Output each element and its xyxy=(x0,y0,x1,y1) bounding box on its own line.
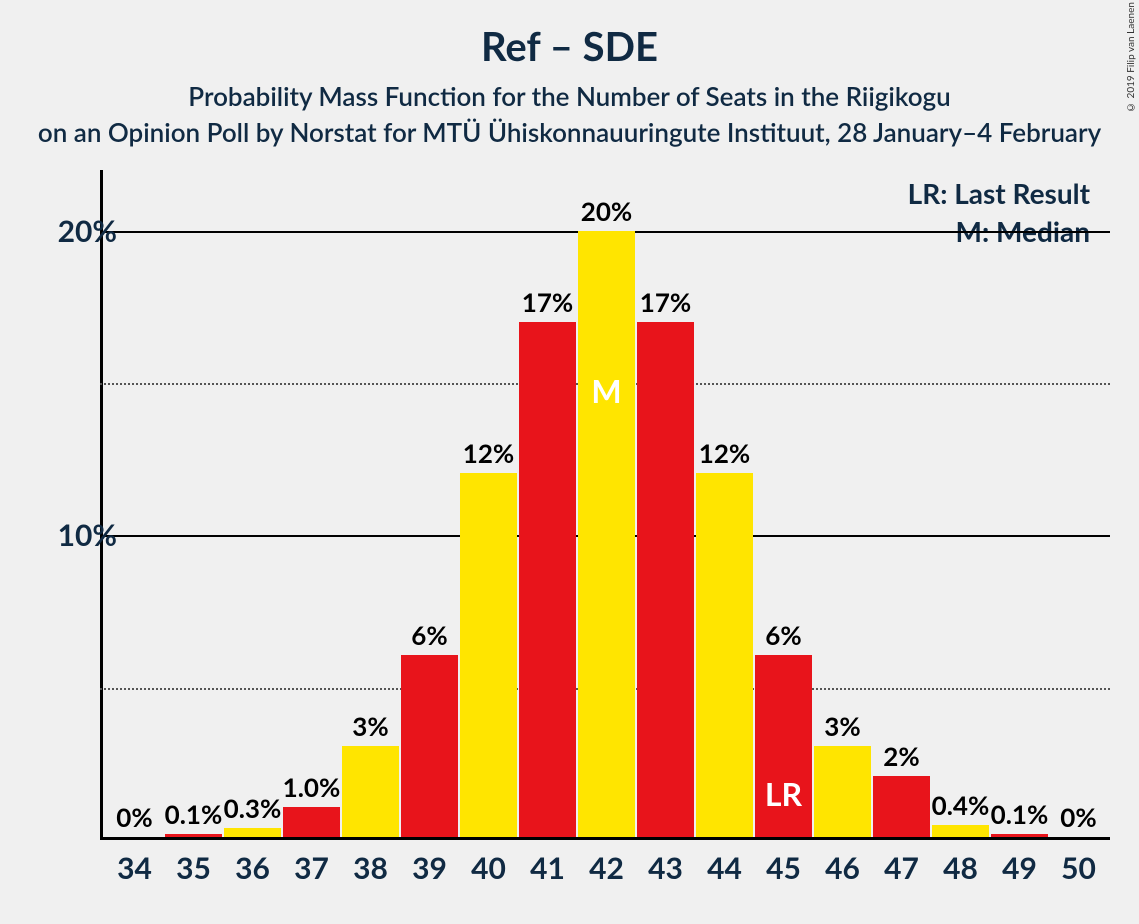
bar: 6% xyxy=(401,655,458,837)
y-tick-label: 10% xyxy=(58,517,117,553)
bar-value-label: 20% xyxy=(581,195,632,231)
bar-value-label: 17% xyxy=(522,286,573,322)
bar: 3% xyxy=(814,746,871,837)
bar: 0.4% xyxy=(932,825,989,837)
x-tick-label: 47 xyxy=(884,850,919,886)
x-tick-label: 41 xyxy=(530,850,565,886)
bar-value-label: 0% xyxy=(116,801,152,837)
bar: 12% xyxy=(460,473,517,837)
bar-marker-label: M xyxy=(591,371,621,410)
x-axis xyxy=(100,837,1110,840)
chart-title: Ref – SDE xyxy=(0,0,1139,70)
x-tick-label: 50 xyxy=(1061,850,1096,886)
bar-value-label: 0.1% xyxy=(991,798,1049,834)
bar: 1.0% xyxy=(283,807,340,837)
x-tick-label: 48 xyxy=(943,850,978,886)
bar-value-label: 0.3% xyxy=(224,792,282,828)
bar-value-label: 3% xyxy=(352,710,388,746)
legend-lr: LR: Last Result xyxy=(908,176,1090,210)
x-tick-label: 44 xyxy=(707,850,742,886)
x-tick-label: 46 xyxy=(825,850,860,886)
bar-value-label: 0% xyxy=(1060,801,1096,837)
bar-value-label: 3% xyxy=(824,710,860,746)
bar-marker-label: LR xyxy=(765,774,802,813)
bar-value-label: 6% xyxy=(765,619,801,655)
bar: 3% xyxy=(342,746,399,837)
x-tick-label: 38 xyxy=(353,850,388,886)
bar: 6%LR xyxy=(755,655,812,837)
bar-value-label: 12% xyxy=(699,437,750,473)
x-tick-label: 49 xyxy=(1002,850,1037,886)
x-tick-label: 35 xyxy=(176,850,211,886)
chart-subtitle-1: Probability Mass Function for the Number… xyxy=(0,70,1139,112)
chart-subtitle-2: on an Opinion Poll by Norstat for MTÜ Üh… xyxy=(0,112,1139,148)
bar-value-label: 1.0% xyxy=(283,771,341,807)
bar-value-label: 6% xyxy=(411,619,447,655)
bar-value-label: 2% xyxy=(883,740,919,776)
y-axis xyxy=(100,170,103,840)
x-tick-label: 39 xyxy=(412,850,447,886)
y-tick-label: 20% xyxy=(58,213,117,249)
x-tick-label: 36 xyxy=(235,850,270,886)
x-tick-label: 37 xyxy=(294,850,329,886)
x-tick-label: 45 xyxy=(766,850,801,886)
bar: 0.3% xyxy=(224,828,281,837)
x-tick-label: 42 xyxy=(589,850,624,886)
bar: 17% xyxy=(637,322,694,837)
bar: 0.1% xyxy=(991,834,1048,837)
bar-value-label: 17% xyxy=(640,286,691,322)
bar: 12% xyxy=(696,473,753,837)
bar: 2% xyxy=(873,776,930,837)
bar: 20%M xyxy=(578,231,635,837)
bar-value-label: 12% xyxy=(463,437,514,473)
x-tick-label: 34 xyxy=(117,850,152,886)
copyright: © 2019 Filip van Laenen xyxy=(1125,2,1137,113)
chart-plot-area: LR: Last Result M: Median 0%0.1%0.3%1.0%… xyxy=(100,170,1110,840)
x-tick-label: 40 xyxy=(471,850,506,886)
bar: 17% xyxy=(519,322,576,837)
bar-value-label: 0.4% xyxy=(932,789,990,825)
bar: 0.1% xyxy=(165,834,222,837)
bar-value-label: 0.1% xyxy=(165,798,223,834)
x-tick-label: 43 xyxy=(648,850,683,886)
